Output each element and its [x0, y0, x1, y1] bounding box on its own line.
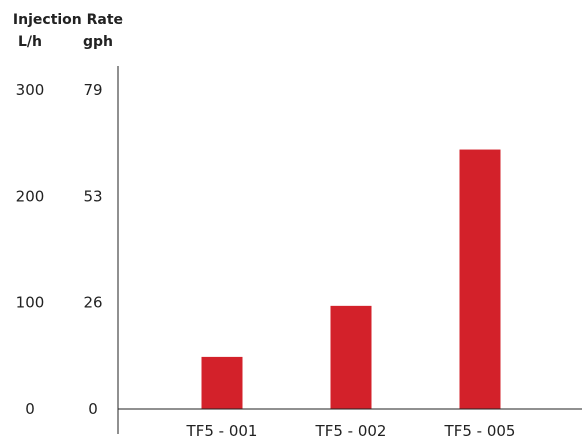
bar — [201, 356, 243, 409]
y-tick-label-lh: 200 — [16, 187, 45, 205]
bars — [201, 149, 501, 409]
bar — [330, 305, 372, 409]
chart-title: Injection Rate — [13, 12, 123, 28]
y-tick-label-gph: 26 — [83, 294, 102, 312]
x-axis-labels: TF5 - 001 TF5 - 002 TF5 - 005 — [186, 422, 516, 440]
y-tick-label-lh: 300 — [16, 81, 45, 99]
y-tick-label-lh: 100 — [16, 294, 45, 312]
x-tick-label: TF5 - 005 — [444, 422, 516, 440]
x-tick-label: TF5 - 002 — [315, 422, 387, 440]
bar — [459, 149, 501, 409]
x-tick-label: TF5 - 001 — [186, 422, 258, 440]
y-axis-ticks: 0 100 200 300 0 26 53 79 — [16, 81, 103, 418]
y-tick-label-gph: 53 — [83, 187, 102, 205]
y-axis-unit-gph: gph — [83, 34, 113, 50]
y-tick-label-lh: 0 — [25, 400, 35, 418]
y-tick-label-gph: 79 — [83, 81, 102, 99]
y-axis-unit-lh: L/h — [18, 34, 42, 50]
y-tick-label-gph: 0 — [88, 400, 98, 418]
